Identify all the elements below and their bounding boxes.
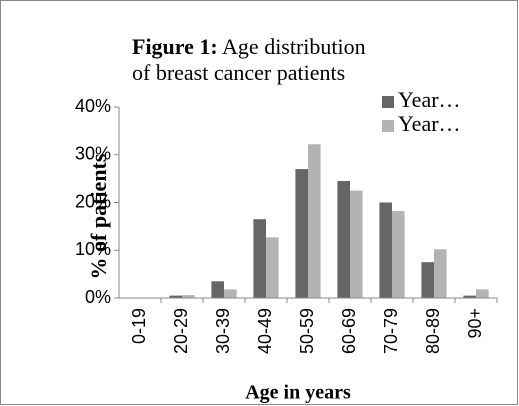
bar: [337, 181, 350, 298]
title-bold: Figure 1:: [132, 34, 218, 59]
y-tick-label: 40%: [75, 96, 111, 116]
y-tick-label: 30%: [75, 144, 111, 164]
title-text: Age distribution of breast cancer patien…: [132, 34, 366, 85]
bar: [295, 169, 308, 298]
x-tick-label: 50-59: [297, 308, 317, 354]
y-tick-label: 0%: [85, 287, 111, 307]
bar: [476, 289, 489, 298]
bar: [421, 262, 434, 298]
bar: [266, 237, 279, 298]
bar: [350, 190, 363, 298]
bar: [211, 281, 224, 298]
bar: [392, 211, 405, 298]
bar: [308, 144, 321, 298]
bar: [434, 249, 447, 298]
x-axis-label: Age in years: [245, 382, 351, 404]
y-tick-label: 10%: [75, 239, 111, 259]
legend-label: Year…: [398, 87, 461, 112]
x-tick-label: 70-79: [381, 308, 401, 354]
bar: [224, 289, 237, 298]
legend-swatch: [382, 96, 394, 108]
x-tick-label: 30-39: [213, 308, 233, 354]
x-tick-label: 60-69: [339, 308, 359, 354]
x-tick-label: 0-19: [129, 308, 149, 344]
y-tick-label: 20%: [75, 191, 111, 211]
bar: [182, 295, 195, 298]
x-tick-label: 80-89: [423, 308, 443, 354]
bar: [169, 295, 182, 298]
bar: [253, 219, 266, 298]
y-axis-label: % of patients: [86, 153, 111, 279]
x-tick-label: 40-49: [255, 308, 275, 354]
legend-label: Year…: [398, 111, 461, 136]
bar: [379, 202, 392, 298]
legend-swatch: [382, 120, 394, 132]
x-tick-label: 90+: [465, 308, 485, 339]
bar: [463, 295, 476, 298]
chart-title: Figure 1: Age distribution of breast can…: [132, 34, 382, 86]
x-tick-label: 20-29: [171, 308, 191, 354]
